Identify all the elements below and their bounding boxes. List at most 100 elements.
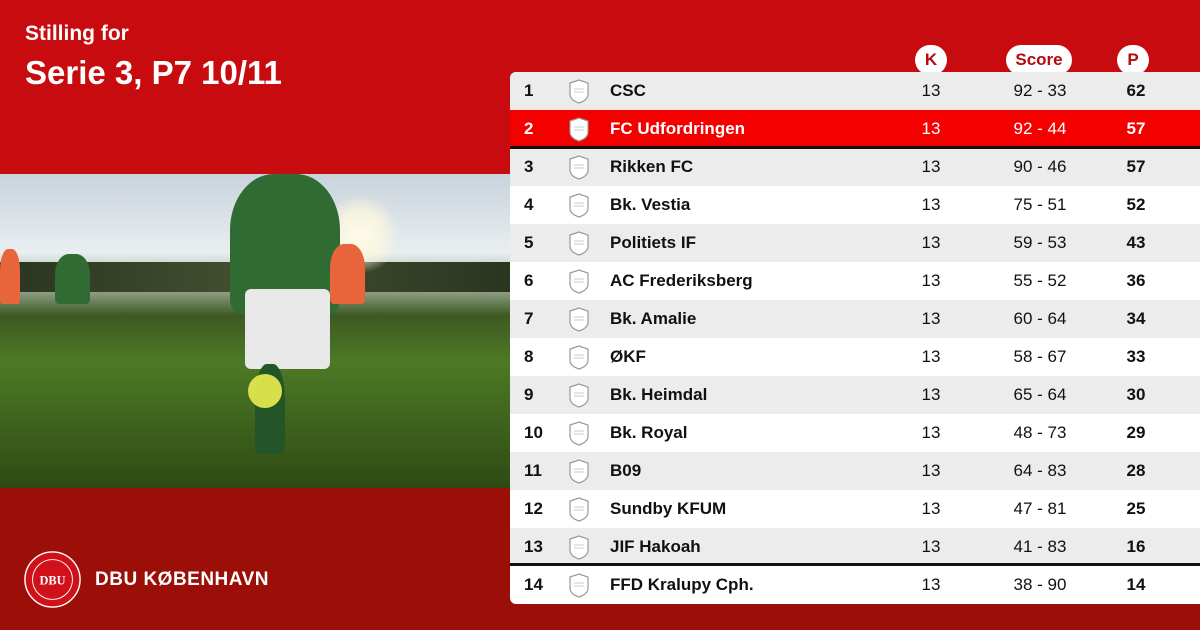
- matches-played: 13: [921, 195, 941, 214]
- team-crest-icon: [569, 231, 589, 256]
- matches-played: 13: [921, 461, 941, 480]
- matches-played: 13: [921, 575, 941, 594]
- position: 7: [524, 309, 534, 328]
- points: 14: [1126, 575, 1146, 594]
- brand-name: DBU KØBENHAVN: [95, 569, 269, 590]
- points: 33: [1126, 347, 1146, 366]
- team-name[interactable]: ØKF: [610, 347, 646, 366]
- points: 62: [1126, 81, 1146, 100]
- matches-played: 13: [921, 119, 941, 138]
- table-row: 3 Rikken FC 13 90 - 46 57: [510, 148, 1200, 186]
- team-name[interactable]: AC Frederiksberg: [610, 271, 753, 290]
- team-crest-icon: [569, 345, 589, 370]
- team-name[interactable]: B09: [610, 461, 642, 480]
- table-row: 10 Bk. Royal 13 48 - 73 29: [510, 414, 1200, 452]
- position: 9: [524, 385, 534, 404]
- team-crest-icon: [569, 535, 589, 560]
- position: 3: [524, 157, 534, 176]
- position: 5: [524, 233, 534, 252]
- goal-score: 64 - 83: [1013, 461, 1067, 480]
- divider: [510, 146, 1200, 149]
- position: 12: [524, 499, 543, 518]
- goal-score: 60 - 64: [1013, 309, 1067, 328]
- column-header-score: Score: [1006, 45, 1072, 75]
- table-row: 4 Bk. Vestia 13 75 - 51 52: [510, 186, 1200, 224]
- position: 2: [524, 119, 534, 138]
- points: 16: [1126, 537, 1146, 556]
- divider: [510, 563, 1200, 566]
- goal-score: 55 - 52: [1013, 271, 1067, 290]
- standings-table: 1 CSC 13 92 - 33 62 2 FC Udfordringen 13 …: [510, 72, 1200, 604]
- team-crest-icon: [569, 79, 589, 104]
- goal-score: 75 - 51: [1013, 195, 1067, 214]
- matches-played: 13: [921, 81, 941, 100]
- team-name[interactable]: Bk. Royal: [610, 423, 688, 442]
- goal-score: 92 - 33: [1013, 81, 1067, 100]
- points: 52: [1126, 195, 1146, 214]
- position: 10: [524, 423, 543, 442]
- team-name[interactable]: Bk. Heimdal: [610, 385, 708, 404]
- matches-played: 13: [921, 423, 941, 442]
- team-crest-icon: [569, 307, 589, 332]
- team-crest-icon: [569, 155, 589, 180]
- points: 25: [1126, 499, 1146, 518]
- goal-score: 41 - 83: [1013, 537, 1067, 556]
- team-name[interactable]: Bk. Vestia: [610, 195, 691, 214]
- matches-played: 13: [921, 271, 941, 290]
- points: 57: [1126, 157, 1146, 176]
- position: 14: [524, 575, 543, 594]
- table-row: 9 Bk. Heimdal 13 65 - 64 30: [510, 376, 1200, 414]
- team-name[interactable]: JIF Hakoah: [610, 537, 701, 556]
- goal-score: 59 - 53: [1013, 233, 1067, 252]
- team-crest-icon: [569, 573, 589, 598]
- team-name[interactable]: CSC: [610, 81, 646, 100]
- page-subtitle: Stilling for: [25, 22, 129, 45]
- position: 8: [524, 347, 534, 366]
- page-title: Serie 3, P7 10/11: [25, 54, 282, 91]
- team-crest-icon: [569, 383, 589, 408]
- points: 34: [1126, 309, 1146, 328]
- team-crest-icon: [569, 117, 589, 142]
- football-photo: [0, 174, 510, 488]
- table-row: 13 JIF Hakoah 13 41 - 83 16: [510, 528, 1200, 566]
- team-crest-icon: [569, 421, 589, 446]
- team-crest-icon: [569, 459, 589, 484]
- table-row: 1 CSC 13 92 - 33 62: [510, 72, 1200, 110]
- matches-played: 13: [921, 537, 941, 556]
- table-row: 12 Sundby KFUM 13 47 - 81 25: [510, 490, 1200, 528]
- position: 4: [524, 195, 534, 214]
- points: 30: [1126, 385, 1146, 404]
- team-name[interactable]: FC Udfordringen: [610, 119, 746, 138]
- team-name[interactable]: Bk. Amalie: [610, 309, 697, 328]
- points: 36: [1126, 271, 1146, 290]
- team-name[interactable]: Sundby KFUM: [610, 499, 727, 518]
- matches-played: 13: [921, 233, 941, 252]
- dbu-logo: DBU: [24, 551, 81, 608]
- column-header-p: P: [1117, 45, 1149, 75]
- matches-played: 13: [921, 385, 941, 404]
- team-crest-icon: [569, 497, 589, 522]
- goal-score: 65 - 64: [1013, 385, 1067, 404]
- matches-played: 13: [921, 309, 941, 328]
- goal-score: 92 - 44: [1013, 119, 1067, 138]
- matches-played: 13: [921, 157, 941, 176]
- table-row: 7 Bk. Amalie 13 60 - 64 34: [510, 300, 1200, 338]
- table-row: 5 Politiets IF 13 59 - 53 43: [510, 224, 1200, 262]
- team-name[interactable]: Politiets IF: [610, 233, 696, 252]
- team-name[interactable]: FFD Kralupy Cph.: [610, 575, 754, 594]
- table-row: 8 ØKF 13 58 - 67 33: [510, 338, 1200, 376]
- team-name[interactable]: Rikken FC: [610, 157, 694, 176]
- goal-score: 58 - 67: [1013, 347, 1067, 366]
- table-row: 14 FFD Kralupy Cph. 13 38 - 90 14: [510, 566, 1200, 604]
- team-crest-icon: [569, 193, 589, 218]
- goal-score: 48 - 73: [1013, 423, 1067, 442]
- goal-score: 38 - 90: [1013, 575, 1067, 594]
- table-row: 6 AC Frederiksberg 13 55 - 52 36: [510, 262, 1200, 300]
- position: 6: [524, 271, 534, 290]
- points: 57: [1126, 119, 1146, 138]
- table-row: 11 B09 13 64 - 83 28: [510, 452, 1200, 490]
- points: 29: [1126, 423, 1146, 442]
- points: 28: [1126, 461, 1146, 480]
- table-row: 2 FC Udfordringen 13 92 - 44 57: [510, 110, 1200, 148]
- points: 43: [1126, 233, 1146, 252]
